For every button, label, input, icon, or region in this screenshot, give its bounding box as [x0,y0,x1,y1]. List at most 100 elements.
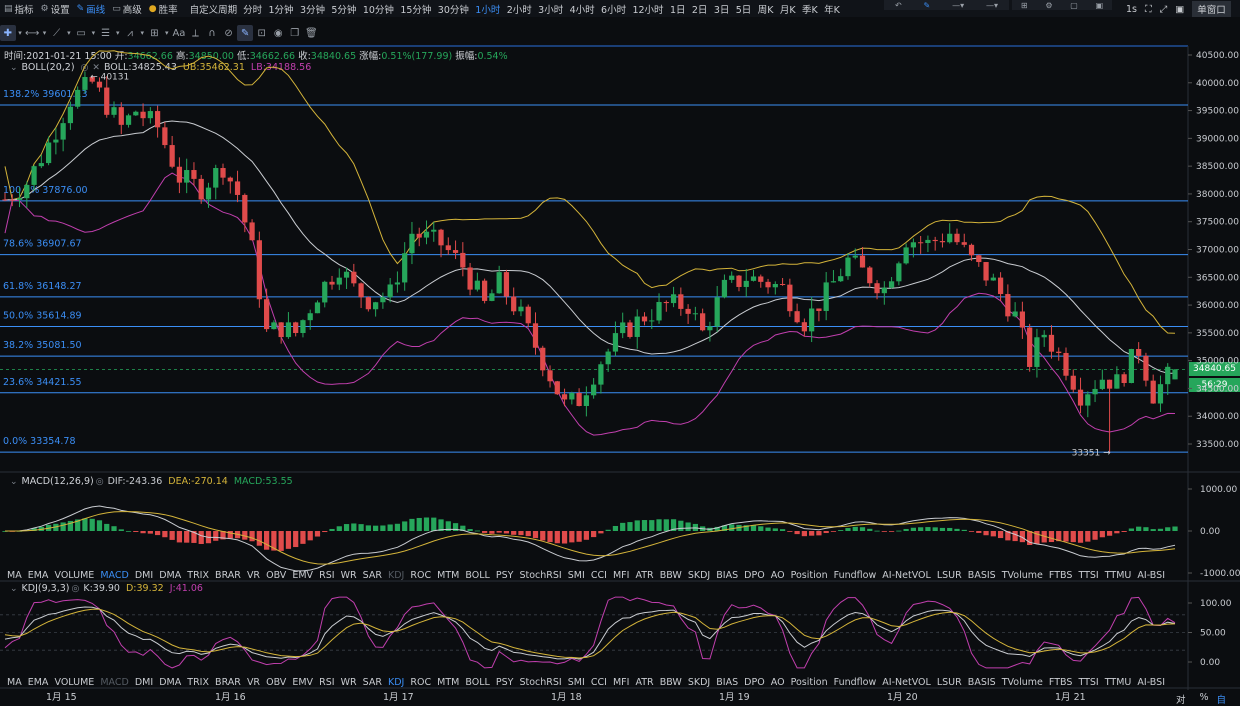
indicator-tab-stochrsi[interactable]: StochRSI [519,676,562,688]
indicator-tab-atr[interactable]: ATR [635,569,654,581]
indicator-tab-obv[interactable]: OBV [266,676,287,688]
draw-mode-icon[interactable]: ✎ [237,25,253,41]
indicator-tab-ftbs[interactable]: FTBS [1048,676,1073,688]
period-1[interactable]: 1分钟 [268,4,294,16]
winrate-button[interactable]: ● 胜率 [149,2,178,16]
indicator-tab-position[interactable]: Position [790,676,828,688]
period-15[interactable]: 3日 [713,4,730,16]
indicator-tab-emv[interactable]: EMV [292,569,314,581]
trash-tool-icon[interactable]: 🗑 [304,27,318,39]
indicator-tab-ao[interactable]: AO [770,676,785,688]
indicator-tab-fundflow[interactable]: Fundflow [833,676,877,688]
indicator-tab-lsur[interactable]: LSUR [936,676,962,688]
indicator-tab-basis[interactable]: BASIS [967,676,996,688]
indicator-tab-dpo[interactable]: DPO [744,676,765,688]
pen-color-icon[interactable]: ✎ [923,0,931,10]
dropdown-caret-icon[interactable]: ▾ [67,29,71,37]
indicator-tab-ma[interactable]: MA [7,569,22,581]
indicator-tab-skdj[interactable]: SKDJ [687,569,711,581]
indicator-tab-bbw[interactable]: BBW [659,676,682,688]
dropdown-caret-icon[interactable]: ▾ [18,29,22,37]
draw-button[interactable]: ✎ 画线 [77,2,106,16]
lock-icon[interactable]: ⊞ [1020,0,1028,10]
indicator-tab-skdj[interactable]: SKDJ [687,676,711,688]
indicator-tab-obv[interactable]: OBV [266,569,287,581]
period-10[interactable]: 4小时 [569,4,595,16]
indicator-tab-trix[interactable]: TRIX [187,569,209,581]
ruler-tool-icon[interactable]: ⟂ [192,27,199,39]
line-style-icon[interactable]: —▾ [952,0,965,10]
advanced-button[interactable]: ▭ 高级 [112,2,142,16]
single-window-button[interactable]: 单窗口 [1192,1,1231,17]
collapse-icon[interactable]: ⌄ [10,62,18,73]
indicator-tab-rsi[interactable]: RSI [319,569,335,581]
layers-tool-icon[interactable]: ❐ [290,27,300,39]
period-20[interactable]: 年K [824,4,840,16]
indicator-tab-boll[interactable]: BOLL [465,569,490,581]
period-14[interactable]: 2日 [691,4,708,16]
indicator-tab-ttsi[interactable]: TTSI [1078,676,1099,688]
indicator-tab-cci[interactable]: CCI [590,676,607,688]
period-3[interactable]: 5分钟 [331,4,357,16]
refresh-interval[interactable]: 1s [1126,3,1137,15]
undo-icon[interactable]: ↶ [894,0,902,10]
rectangle-tool-icon[interactable]: ▭ [76,27,86,39]
trendline-tool-icon[interactable]: ⟋ [53,27,61,39]
settings-small-icon[interactable]: ⚙ [1045,0,1053,10]
indicator-tab-ttmu[interactable]: TTMU [1104,676,1132,688]
indicator-tab-ttsi[interactable]: TTSI [1078,569,1099,581]
percent-scale-toggle[interactable]: % [1199,692,1209,703]
indicator-tab-stochrsi[interactable]: StochRSI [519,569,562,581]
indicator-tab-psy[interactable]: PSY [495,676,514,688]
indicator-tab-macd[interactable]: MACD [100,676,129,688]
period-7[interactable]: 1小时 [475,4,501,16]
indicator-tab-dma[interactable]: DMA [159,569,182,581]
period-18[interactable]: 月K [779,4,796,16]
indicators-button[interactable]: ▤ 指标 [4,2,34,16]
indicator-tab-lsur[interactable]: LSUR [936,569,962,581]
period-9[interactable]: 3小时 [538,4,564,16]
indicator-tab-sar[interactable]: SAR [362,676,382,688]
dropdown-caret-icon[interactable]: ▾ [42,29,47,37]
eye-tool-icon[interactable]: ◉ [273,27,283,39]
horizontal-line-tool-icon[interactable]: ⟷ [25,27,40,39]
custom-period-button[interactable]: 自定义周期 [189,4,238,16]
indicator-tab-ai-netvol[interactable]: AI-NetVOL [882,676,931,688]
period-17[interactable]: 周K [757,4,774,16]
log-scale-toggle[interactable]: 对数 [1176,695,1186,706]
indicator-tab-smi[interactable]: SMI [567,569,585,581]
indicator-tab-bias[interactable]: BIAS [716,676,739,688]
indicator-tab-ai-bsi[interactable]: AI-BSI [1137,676,1165,688]
indicator-tab-bias[interactable]: BIAS [716,569,739,581]
indicator-tab-brar[interactable]: BRAR [215,676,241,688]
settings-icon[interactable]: ◎ [95,476,104,487]
wave-tool-icon[interactable]: ⩘ [127,27,133,39]
indicator-tab-cci[interactable]: CCI [590,569,607,581]
indicator-tab-brar[interactable]: BRAR [215,569,241,581]
period-4[interactable]: 10分钟 [362,4,394,16]
period-5[interactable]: 15分钟 [400,4,432,16]
indicator-tab-sar[interactable]: SAR [362,569,382,581]
indicator-tab-wr[interactable]: WR [340,569,357,581]
period-6[interactable]: 30分钟 [437,4,469,16]
period-2[interactable]: 3分钟 [299,4,325,16]
indicator-tab-tvolume[interactable]: TVolume [1001,676,1043,688]
indicator-tab-fundflow[interactable]: Fundflow [833,569,877,581]
dropdown-caret-icon[interactable]: ▾ [91,29,96,37]
indicator-tab-mtm[interactable]: MTM [437,569,460,581]
indicator-tab-roc[interactable]: ROC [410,676,432,688]
indicator-tab-kdj[interactable]: KDJ [387,569,405,581]
magnet-tool-icon[interactable]: ∩ [208,27,216,39]
indicator-tab-volume[interactable]: VOLUME [54,569,95,581]
indicator-tab-tvolume[interactable]: TVolume [1001,569,1043,581]
indicator-tab-smi[interactable]: SMI [567,676,585,688]
period-16[interactable]: 5日 [735,4,752,16]
period-12[interactable]: 12小时 [632,4,664,16]
period-19[interactable]: 季K [801,4,818,16]
dropdown-caret-icon[interactable]: ▾ [164,29,169,37]
indicator-tab-position[interactable]: Position [790,569,828,581]
indicator-tab-basis[interactable]: BASIS [967,569,996,581]
lock-tool-icon[interactable]: ⊡ [257,27,266,39]
indicator-tab-ai-netvol[interactable]: AI-NetVOL [882,569,931,581]
fullscreen-icon[interactable]: ⛶ [1145,3,1152,15]
